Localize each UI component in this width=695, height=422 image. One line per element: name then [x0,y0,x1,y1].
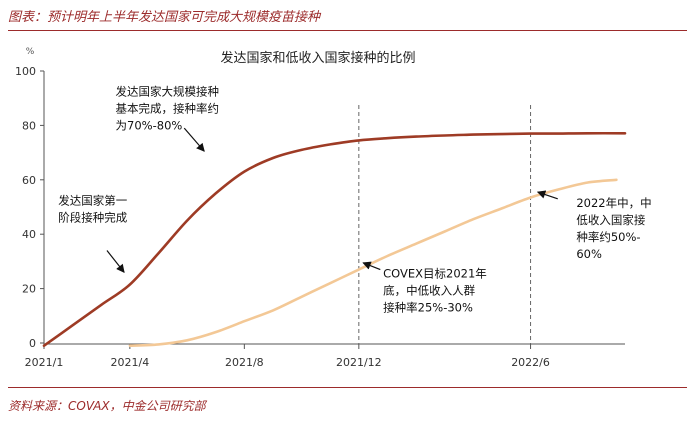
title-rule [8,30,687,31]
annotation-line: 2022年中，中 [576,196,651,210]
annotation-arrow [362,261,381,271]
annotation-text: 发达国家大规模接种基本完成，接种率约为70%-80% [116,84,220,132]
y-axis-unit: % [26,47,35,57]
annotation-line: 为70%-80% [116,118,183,132]
y-tick-label: 40 [22,228,36,241]
annotation-text: 2022年中，中低收入国家接种率约50%- 60% [576,196,651,261]
x-tick-label: 2021/12 [336,356,382,369]
x-tick-label: 2021/8 [225,356,264,369]
annotation-line: 低收入国家接 [576,213,645,227]
y-tick-label: 60 [22,174,36,187]
figure-title: 图表：预计明年上半年发达国家可完成大规模疫苗接种 [8,10,321,25]
figure-source: 资料来源：COVAX，中金公司研究部 [8,399,206,413]
annotation-2022-midyear: 2022年中，中低收入国家接种率约50%- 60% [536,190,652,261]
y-tick-label: 0 [29,337,36,350]
x-tick-label: 2022/6 [511,356,550,369]
annotation-line: 阶段接种完成 [58,210,127,224]
source-rule [8,387,687,388]
annotation-covex-2021: COVEX目标2021年底，中低收入人群接种率25%-30% [362,261,487,315]
annotation-text: 发达国家第一阶段接种完成 [58,193,127,224]
annotation-full-vaccination: 发达国家大规模接种基本完成，接种率约为70%-80% [116,84,220,152]
annotation-line: 基本完成，接种率约 [116,101,220,115]
annotation-line: 发达国家大规模接种 [116,84,220,98]
chart-title: 发达国家和低收入国家接种的比例 [220,50,415,66]
annotation-line: COVEX目标2021年 [383,267,487,281]
x-tick-label: 2021/1 [25,356,64,369]
y-tick-label: 20 [22,283,36,296]
series-line-low_income [128,178,618,347]
annotation-line: 种率约50%- [576,230,640,244]
series-line-developed [42,131,627,347]
x-tick-label: 2021/4 [111,356,150,369]
annotation-arrow [536,190,558,200]
y-tick-label: 80 [22,119,36,132]
annotation-arrow [106,250,125,273]
annotation-line: 60% [576,247,602,261]
annotation-arrow [183,127,205,152]
annotation-line: 发达国家第一 [58,193,127,207]
annotation-text: COVEX目标2021年底，中低收入人群接种率25%-30% [383,267,487,315]
annotation-line: 接种率25%-30% [383,301,473,315]
annotation-line: 底，中低收入人群 [383,284,475,298]
y-tick-label: 100 [15,65,36,78]
annotation-first-stage: 发达国家第一阶段接种完成 [58,193,128,273]
